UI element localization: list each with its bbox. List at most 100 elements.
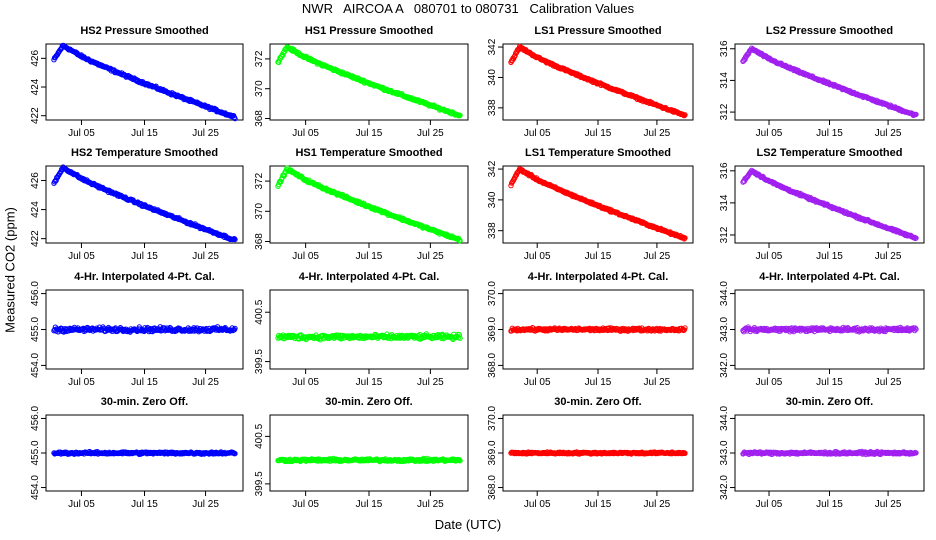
y-tick-label: 314 bbox=[719, 194, 730, 211]
x-tick-label: Jul 15 bbox=[585, 499, 612, 510]
data-series bbox=[275, 44, 463, 119]
chart-panel: HS1 Temperature Smoothed 368 370 372 Jul 05 J… bbox=[254, 147, 469, 262]
data-point bbox=[742, 56, 748, 63]
panel-title: LS2 Pressure Smoothed bbox=[766, 25, 893, 37]
x-tick-label: Jul 05 bbox=[292, 251, 319, 262]
x-tick-label: Jul 15 bbox=[816, 251, 843, 262]
data-point bbox=[456, 332, 462, 338]
data-point bbox=[276, 59, 282, 66]
x-tick-label: Jul 25 bbox=[644, 377, 671, 388]
x-tick-label: Jul 25 bbox=[417, 128, 444, 139]
panel-title: LS2 Temperature Smoothed bbox=[757, 147, 903, 159]
data-point bbox=[681, 112, 687, 119]
data-point bbox=[682, 325, 688, 331]
y-tick-label: 369.0 bbox=[487, 440, 498, 465]
data-point bbox=[232, 236, 238, 243]
y-tick-label: 344.0 bbox=[719, 406, 730, 431]
x-tick-label: Jul 05 bbox=[68, 377, 95, 388]
data-point bbox=[457, 458, 463, 464]
y-tick-label: 455.0 bbox=[30, 317, 41, 342]
panel-title: 30-min. Zero Off. bbox=[554, 396, 641, 408]
data-point bbox=[457, 335, 463, 341]
chart-panel: 4-Hr. Interpolated 4-Pt. Cal. 342.0 343.0 3… bbox=[719, 271, 925, 388]
data-point bbox=[171, 327, 177, 334]
figure-title: NWR AIRCOA A 080701 to 080731 Calibratio… bbox=[301, 1, 635, 16]
x-tick-label: Jul 05 bbox=[68, 251, 95, 262]
y-tick-label: 400.5 bbox=[254, 423, 265, 448]
chart-panel: LS1 Temperature Smoothed 338 340 342 Jul 05 J… bbox=[487, 147, 694, 262]
data-series bbox=[51, 42, 238, 122]
y-tick-label: 316 bbox=[719, 40, 730, 57]
x-tick-label: Jul 25 bbox=[192, 377, 219, 388]
x-tick-label: Jul 25 bbox=[644, 499, 671, 510]
x-tick-label: Jul 15 bbox=[356, 251, 383, 262]
x-tick-label: Jul 15 bbox=[585, 377, 612, 388]
panel-title: 30-min. Zero Off. bbox=[101, 396, 188, 408]
x-tick-label: Jul 15 bbox=[816, 128, 843, 139]
y-tick-label: 424 bbox=[30, 201, 41, 218]
y-tick-label: 344.0 bbox=[719, 281, 730, 306]
y-tick-label: 368 bbox=[254, 110, 265, 127]
data-point bbox=[913, 111, 919, 118]
panel-title: HS2 Temperature Smoothed bbox=[71, 147, 218, 159]
y-tick-label: 370.0 bbox=[487, 406, 498, 431]
y-tick-label: 342.0 bbox=[719, 475, 730, 500]
x-tick-label: Jul 25 bbox=[644, 251, 671, 262]
x-tick-label: Jul 05 bbox=[68, 499, 95, 510]
data-series bbox=[275, 455, 463, 465]
x-tick-label: Jul 15 bbox=[356, 499, 383, 510]
y-tick-label: 312 bbox=[719, 226, 730, 243]
chart-panel: LS1 Pressure Smoothed 338 340 342 Jul 05 Jul … bbox=[487, 25, 694, 139]
x-tick-label: Jul 05 bbox=[756, 251, 783, 262]
x-tick-label: Jul 25 bbox=[192, 128, 219, 139]
data-point bbox=[913, 235, 919, 241]
y-tick-label: 342 bbox=[487, 160, 498, 177]
data-point bbox=[682, 235, 688, 241]
x-tick-label: Jul 25 bbox=[417, 499, 444, 510]
y-tick-label: 456.0 bbox=[30, 406, 41, 431]
panel-title: 4-Hr. Interpolated 4-Pt. Cal. bbox=[74, 271, 215, 283]
y-tick-label: 372 bbox=[254, 172, 265, 189]
data-point bbox=[457, 238, 463, 244]
chart-panel: LS2 Temperature Smoothed 312 314 316 Jul 05 J… bbox=[719, 147, 925, 262]
chart-panel: HS2 Pressure Smoothed 422 424 426 Jul 05 Jul … bbox=[30, 25, 244, 139]
y-tick-label: 424 bbox=[30, 78, 41, 95]
panel-title: 4-Hr. Interpolated 4-Pt. Cal. bbox=[759, 271, 900, 283]
figure-x-axis-label: Date (UTC) bbox=[434, 517, 502, 532]
x-tick-label: Jul 25 bbox=[192, 499, 219, 510]
chart-panel: LS2 Pressure Smoothed 312 314 316 Jul 05 Jul … bbox=[719, 25, 925, 139]
data-series bbox=[740, 167, 919, 242]
panel-title: 30-min. Zero Off. bbox=[786, 396, 873, 408]
x-tick-label: Jul 15 bbox=[585, 128, 612, 139]
y-tick-label: 316 bbox=[719, 162, 730, 179]
x-tick-label: Jul 25 bbox=[875, 128, 902, 139]
panel-title: LS1 Temperature Smoothed bbox=[525, 147, 671, 159]
y-tick-label: 343.0 bbox=[719, 440, 730, 465]
x-tick-label: Jul 05 bbox=[68, 128, 95, 139]
chart-panel: HS2 Temperature Smoothed 422 424 426 Jul 05 J… bbox=[30, 147, 244, 262]
data-point bbox=[913, 326, 919, 332]
x-tick-label: Jul 05 bbox=[292, 377, 319, 388]
data-point bbox=[682, 112, 688, 118]
data-series bbox=[275, 331, 463, 343]
data-series bbox=[740, 448, 919, 458]
data-point bbox=[232, 450, 238, 457]
chart-panel: 30-min. Zero Off. 342.0 343.0 344.0 Jul 05 Ju… bbox=[719, 396, 925, 510]
x-tick-label: Jul 15 bbox=[356, 128, 383, 139]
y-tick-label: 426 bbox=[30, 172, 41, 189]
data-series bbox=[508, 449, 688, 457]
data-series bbox=[508, 43, 688, 119]
x-tick-label: Jul 25 bbox=[417, 251, 444, 262]
chart-panel: 4-Hr. Interpolated 4-Pt. Cal. 454.0 455.0 4… bbox=[30, 271, 244, 388]
data-series bbox=[51, 448, 238, 457]
chart-panel: 4-Hr. Interpolated 4-Pt. Cal. 399.5 400.5 J… bbox=[254, 271, 469, 388]
y-tick-label: 399.5 bbox=[254, 349, 265, 374]
x-tick-label: Jul 05 bbox=[524, 499, 551, 510]
x-tick-label: Jul 15 bbox=[131, 128, 158, 139]
x-tick-label: Jul 25 bbox=[644, 128, 671, 139]
y-tick-label: 342 bbox=[487, 38, 498, 55]
data-series bbox=[740, 324, 919, 335]
data-point bbox=[682, 450, 688, 456]
chart-panel: 30-min. Zero Off. 368.0 369.0 370.0 Jul 05 Ju… bbox=[487, 396, 694, 510]
x-tick-label: Jul 05 bbox=[524, 377, 551, 388]
